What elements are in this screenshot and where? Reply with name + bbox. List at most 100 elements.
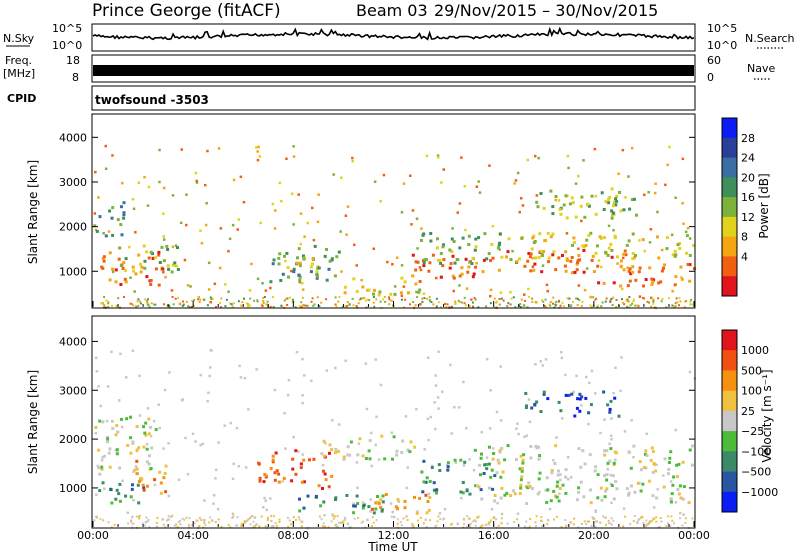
echo-cell [613, 200, 617, 204]
echo-speckle [292, 155, 296, 158]
echo-speckle [104, 167, 108, 170]
echo-cell [594, 525, 597, 528]
echo-cell [597, 281, 601, 285]
echo-cell [147, 454, 151, 458]
echo-speckle [521, 204, 525, 207]
echo-cell [142, 486, 146, 490]
echo-speckle [201, 442, 205, 446]
echo-cell [671, 483, 675, 487]
echo-speckle [688, 370, 692, 374]
echo-cell [107, 302, 110, 305]
echo-cell [247, 305, 249, 308]
echo-cell [610, 216, 614, 220]
echo-cell [151, 256, 155, 260]
echo-cell [667, 515, 670, 518]
echo-speckle [386, 260, 389, 264]
echo-cell [146, 484, 149, 488]
echo-speckle [520, 197, 523, 200]
echo-speckle [393, 285, 397, 288]
echo-cell [110, 419, 114, 423]
echo-cell [294, 518, 297, 521]
colorbar-frame [721, 329, 738, 513]
echo-cell [264, 525, 267, 528]
echo-speckle [583, 288, 587, 292]
echo-cell [260, 515, 263, 518]
echo-cell [600, 305, 603, 308]
echo-cell [509, 303, 512, 306]
echo-cell [596, 264, 600, 268]
echo-speckle [334, 366, 337, 370]
echo-cell [549, 304, 552, 307]
echo-cell [324, 525, 326, 528]
echo-speckle [574, 182, 578, 185]
echo-speckle [402, 182, 406, 185]
echo-speckle [211, 519, 214, 522]
echo-cell [302, 458, 306, 462]
echo-speckle [400, 211, 404, 214]
echo-cell [297, 247, 301, 251]
echo-speckle [404, 415, 408, 418]
echo-cell [575, 406, 579, 410]
echo-cell [179, 520, 181, 523]
echo-cell [678, 247, 682, 250]
echo-cell [264, 474, 268, 478]
echo-cell [422, 264, 426, 268]
echo-speckle [509, 291, 512, 294]
echo-speckle [323, 514, 326, 517]
echo-cell [485, 467, 489, 471]
echo-cell [139, 270, 143, 274]
echo-cell [120, 205, 123, 209]
echo-cell [314, 494, 318, 498]
echo-speckle [559, 473, 562, 476]
echo-cell [135, 472, 139, 476]
echo-cell [99, 518, 102, 521]
echo-cell [124, 494, 128, 498]
echo-speckle [264, 289, 268, 292]
station-title: Prince George (fitACF) [92, 1, 281, 21]
echo-cell [327, 485, 331, 489]
echo-cell [678, 296, 681, 299]
echo-speckle [238, 364, 241, 368]
echo-cell [492, 452, 496, 455]
echo-speckle [321, 463, 325, 467]
echo-speckle [239, 376, 243, 379]
echo-cell [493, 516, 495, 519]
echo-cell [278, 518, 281, 521]
echo-cell [396, 522, 399, 525]
echo-cell [678, 517, 681, 520]
echo-cell [474, 520, 477, 523]
echo-cell [549, 235, 553, 239]
echo-cell [584, 244, 588, 247]
echo-cell [679, 265, 683, 269]
echo-cell [485, 523, 488, 526]
echo-cell [317, 484, 321, 488]
echo-cell [631, 265, 635, 269]
echo-cell [366, 298, 369, 301]
echo-cell [685, 300, 687, 303]
echo-cell [321, 525, 324, 528]
echo-cell [613, 450, 617, 454]
echo-cell [526, 259, 530, 263]
echo-cell [623, 303, 626, 306]
echo-cell [688, 263, 692, 267]
echo-cell [384, 300, 387, 303]
echo-speckle [580, 404, 583, 407]
echo-cell [564, 519, 567, 521]
echo-cell [115, 448, 119, 452]
echo-speckle [523, 435, 526, 439]
echo-cell [636, 481, 640, 485]
echo-cell [257, 461, 261, 465]
echo-cell [564, 393, 568, 397]
echo-cell [224, 305, 227, 308]
echo-cell [253, 299, 256, 302]
echo-cell [621, 298, 623, 301]
echo-cell [130, 520, 132, 523]
echo-cell [349, 526, 352, 528]
echo-cell [315, 270, 319, 274]
echo-cell [468, 492, 472, 496]
echo-cell [279, 279, 283, 282]
echo-cell [605, 473, 609, 476]
echo-cell [300, 305, 303, 308]
echo-speckle [310, 379, 313, 383]
echo-speckle [652, 506, 656, 509]
